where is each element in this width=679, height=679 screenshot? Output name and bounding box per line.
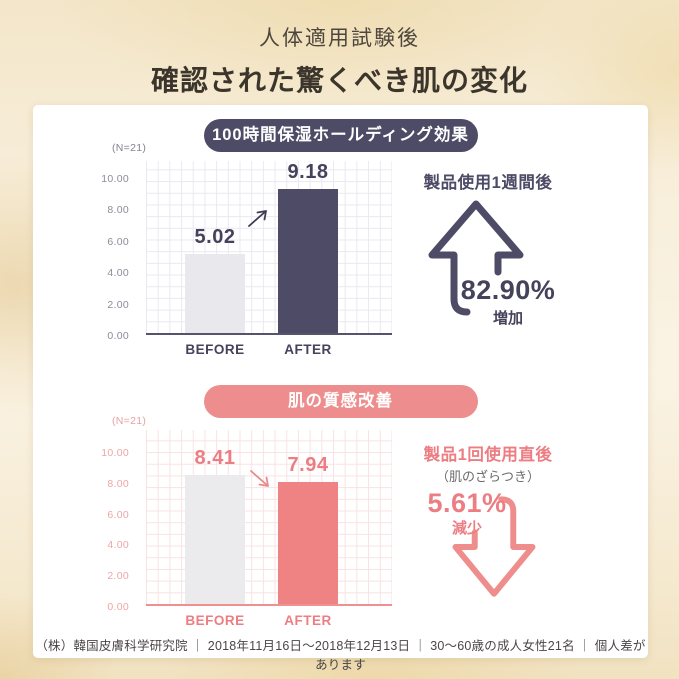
chart1-annotation-heading: 製品使用1週間後 [423, 174, 553, 192]
page-title: 確認された驚くべき肌の変化 [150, 65, 528, 96]
chart1-y-axis: 10.00 8.00 6.00 4.00 2.00 0.00 [71, 161, 137, 342]
chart2-title-badge: 肌の質感改善 [203, 385, 478, 418]
header-subtitle: 人体適用試験後 [259, 27, 420, 50]
chart1-percent-value: 82.90% [460, 275, 556, 305]
chart1-direction-label: 増加 [492, 310, 523, 327]
y-tick: 2.00 [107, 299, 129, 311]
category-label: BEFORE [185, 342, 245, 357]
after-bar [278, 188, 338, 333]
page-header: 人体適用試験後 確認された驚くべき肌の変化 [0, 22, 679, 99]
chart2-percent-value: 5.61% [427, 488, 507, 518]
up-block-arrow-icon [428, 200, 524, 316]
chart1-sample-size-label: (N=21) [112, 142, 147, 154]
up-right-arrow-icon [248, 210, 267, 227]
category-label: AFTER [284, 613, 332, 628]
chart2-annotation-subheading: （肌のざらつき） [435, 469, 540, 484]
before-bar [185, 474, 245, 604]
down-right-arrow-icon [250, 470, 269, 487]
chart2-annotation-heading: 製品1回使用直後 [423, 446, 553, 464]
category-label: AFTER [284, 342, 332, 357]
chart1-plot-area: 5.02 BEFORE 9.18 AFTER [146, 161, 392, 357]
before-bar [185, 254, 245, 333]
y-tick: 0.00 [107, 601, 129, 613]
chart1-after-column: 9.18 AFTER [278, 161, 338, 357]
bar-value-label: 7.94 [287, 453, 329, 476]
results-card: 100時間保湿ホールディング効果 (N=21) 10.00 8.00 6.00 … [33, 105, 648, 672]
y-tick: 6.00 [107, 236, 129, 248]
chart2-before-column: 8.41 BEFORE [185, 430, 245, 628]
chart2-sample-size-label: (N=21) [112, 415, 147, 427]
chart2-y-axis: 10.00 8.00 6.00 4.00 2.00 0.00 [71, 430, 137, 613]
y-tick: 10.00 [101, 447, 129, 459]
category-label: BEFORE [185, 613, 245, 628]
y-tick: 10.00 [101, 173, 129, 185]
y-tick: 4.00 [107, 539, 129, 551]
chart1-title-badge: 100時間保湿ホールディング効果 [203, 119, 478, 152]
bar-value-label: 9.18 [287, 160, 329, 183]
down-block-arrow-icon [452, 496, 536, 597]
chart2-direction-label: 減少 [451, 520, 482, 537]
bar-value-label: 5.02 [194, 226, 236, 249]
footer-note: （株）韓国皮膚科学研究院 ｜ 2018年11月16日～2018年12月13日 ｜… [35, 639, 646, 672]
y-tick: 8.00 [107, 204, 129, 216]
y-tick: 4.00 [107, 267, 129, 279]
y-tick: 6.00 [107, 509, 129, 521]
chart1-before-column: 5.02 BEFORE [185, 161, 245, 357]
after-bar [278, 481, 338, 604]
y-tick: 0.00 [107, 330, 129, 342]
y-tick: 2.00 [107, 570, 129, 582]
chart2-plot-area: 8.41 BEFORE 7.94 AFTER [146, 430, 392, 628]
bar-value-label: 8.41 [194, 446, 236, 469]
y-tick: 8.00 [107, 478, 129, 490]
chart2-after-column: 7.94 AFTER [278, 430, 338, 628]
